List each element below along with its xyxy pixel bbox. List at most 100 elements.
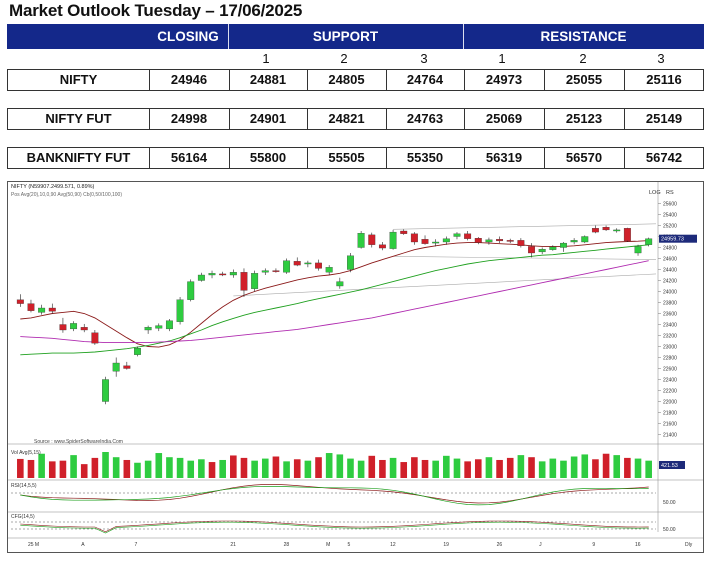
support-3-value: 55350 bbox=[406, 150, 444, 165]
price-axis-tick-label: 23000 bbox=[663, 345, 677, 351]
last-price-tag-text: 24959.73 bbox=[661, 237, 684, 243]
volume-bar bbox=[166, 457, 173, 478]
x-axis-tick-label: M bbox=[326, 542, 330, 548]
price-axis-tick-label: 22800 bbox=[663, 356, 677, 362]
volume-bar bbox=[187, 460, 195, 478]
price-axis-tick-label: 22600 bbox=[663, 367, 677, 373]
candle-body bbox=[560, 242, 567, 248]
volume-bar bbox=[592, 459, 599, 478]
volume-bar bbox=[421, 459, 429, 478]
volume-bar bbox=[549, 458, 557, 478]
candle-body bbox=[144, 327, 152, 331]
resistance-1-value: 24973 bbox=[485, 72, 523, 87]
candle-body bbox=[70, 323, 78, 330]
candle-body bbox=[602, 227, 610, 231]
volume-bar bbox=[230, 455, 237, 478]
volume-bar bbox=[325, 453, 333, 478]
candle-body bbox=[581, 236, 589, 243]
volume-bar bbox=[560, 460, 567, 478]
volume-bar bbox=[48, 461, 56, 478]
volume-bar bbox=[464, 461, 471, 478]
candle-body bbox=[506, 240, 514, 242]
volume-bar bbox=[517, 455, 525, 478]
support-level-1: 1 bbox=[262, 51, 270, 66]
candle-body bbox=[91, 332, 99, 344]
third-panel-label: CFG(14,5) bbox=[11, 514, 35, 520]
support-level-3: 3 bbox=[420, 51, 428, 66]
candle-body bbox=[538, 249, 546, 253]
volume-bar bbox=[506, 457, 514, 478]
resistance-3-value: 25149 bbox=[645, 111, 683, 126]
x-axis-tick-label: 5 bbox=[347, 542, 350, 548]
channel-lower-line bbox=[393, 256, 657, 260]
volume-bar bbox=[208, 462, 216, 478]
volume-bar bbox=[474, 459, 482, 478]
candle-body bbox=[176, 299, 184, 322]
support-3-value: 24763 bbox=[406, 111, 444, 126]
resistance-1-value: 25069 bbox=[485, 111, 523, 126]
price-chart: 21400 21600 21800 22000 22200 22400 22600 22800… bbox=[7, 181, 704, 553]
volume-bar bbox=[496, 459, 503, 478]
volume-bar bbox=[144, 460, 152, 478]
closing-value: 24946 bbox=[170, 72, 208, 87]
candle-body bbox=[570, 240, 578, 243]
volume-bar bbox=[283, 461, 290, 478]
price-axis-tick-label: 24200 bbox=[663, 279, 677, 285]
rsi-line bbox=[20, 484, 649, 504]
support-header: SUPPORT bbox=[312, 29, 379, 44]
candle-body bbox=[134, 347, 141, 355]
candle-body bbox=[219, 273, 227, 276]
candle-body bbox=[517, 240, 525, 246]
volume-bar bbox=[389, 457, 397, 478]
support-2-value: 24805 bbox=[328, 72, 365, 87]
volume-bar bbox=[59, 460, 67, 478]
price-axis-tick-label: 22000 bbox=[663, 400, 677, 406]
volume-bar bbox=[432, 460, 439, 478]
symbol-label: NIFTY (N59907.2499.571, 0.89%) bbox=[11, 184, 95, 190]
candle-body bbox=[251, 273, 259, 289]
volume-bar bbox=[411, 457, 418, 478]
volume-bar bbox=[570, 456, 578, 478]
price-axis-tick-label: 23400 bbox=[663, 323, 677, 329]
volume-bar bbox=[443, 455, 450, 478]
support-trendline bbox=[233, 273, 657, 297]
volume-bar bbox=[613, 455, 621, 478]
support-level-2: 2 bbox=[340, 51, 348, 66]
volume-bar bbox=[624, 457, 631, 478]
candle-body bbox=[432, 241, 440, 244]
candle-body bbox=[27, 303, 35, 311]
candle-body bbox=[261, 270, 269, 273]
volume-bar bbox=[581, 454, 589, 478]
candle-body bbox=[315, 262, 322, 269]
moving-average-line bbox=[20, 260, 649, 344]
price-axis-tick-label: 24000 bbox=[663, 290, 677, 296]
candle-body bbox=[283, 260, 291, 273]
third-level-label: 50.00 bbox=[663, 527, 676, 533]
x-axis-tick-label: 12 bbox=[390, 542, 396, 548]
table-row-nifty: NIFTY 24946 24881 24805 24764 24973 2505… bbox=[7, 69, 704, 91]
candle-body bbox=[208, 273, 216, 276]
x-axis-tick-label: 28 bbox=[284, 542, 290, 548]
x-axis-tick-label: A bbox=[81, 542, 85, 548]
volume-bar bbox=[368, 455, 376, 478]
price-axis-tick-label: 25400 bbox=[663, 213, 677, 219]
volume-bar bbox=[357, 460, 365, 478]
candle-body bbox=[453, 233, 461, 237]
candle-body bbox=[528, 246, 535, 254]
price-axis-tick-label: 22400 bbox=[663, 378, 677, 384]
volume-bar bbox=[198, 459, 205, 478]
volume-bar bbox=[91, 457, 99, 478]
resistance-1-value: 56319 bbox=[485, 150, 523, 165]
chart-svg: 21400 21600 21800 22000 22200 22400 22600 22800… bbox=[8, 182, 703, 548]
volume-bar bbox=[112, 457, 120, 478]
resistance-2-value: 56570 bbox=[565, 150, 603, 165]
support-1-value: 24901 bbox=[249, 111, 287, 126]
x-axis-tick-label: 9 bbox=[592, 542, 595, 548]
page-title: Market Outlook Tuesday – 17/06/2025 bbox=[9, 1, 303, 20]
resistance-2-value: 25123 bbox=[565, 111, 603, 126]
volume-bar bbox=[304, 460, 312, 478]
ma-legend: Pos Avg(20),10,0,90 Avg(50,90) Cb(0,50/1… bbox=[11, 192, 122, 198]
x-axis-tick-label: 19 bbox=[443, 542, 449, 548]
moving-average-line bbox=[20, 240, 649, 348]
support-1-value: 55800 bbox=[249, 150, 287, 165]
